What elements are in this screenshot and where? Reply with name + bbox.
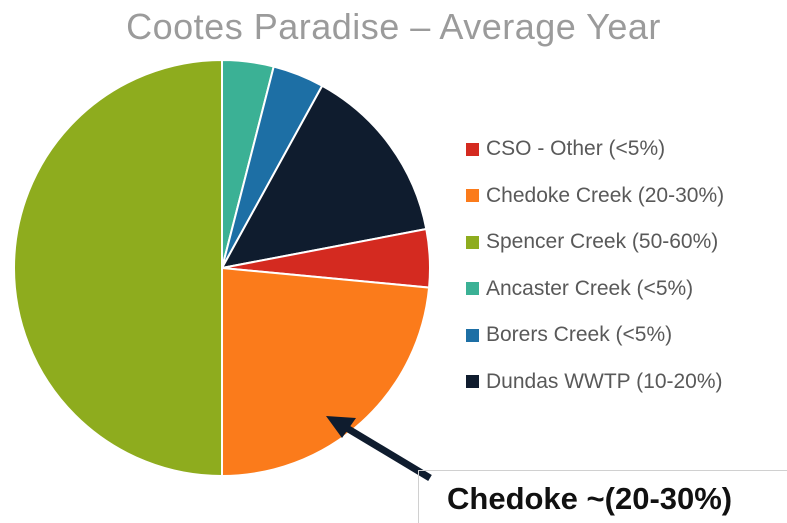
pie-slice-chedoke-creek [221, 266, 431, 478]
callout-label: Chedoke ~(20-30%) [447, 481, 733, 516]
legend-label: CSO - Other (<5%) [486, 137, 666, 161]
legend-item: Chedoke Creek (20-30%) [466, 173, 766, 220]
legend-swatch [466, 189, 479, 203]
legend: CSO - Other (<5%) Chedoke Creek (20-30%) S… [466, 126, 766, 405]
legend-item: Ancaster Creek (<5%) [466, 266, 766, 313]
legend-label: Dundas WWTP (10-20%) [486, 369, 723, 393]
callout-box: Chedoke ~(20-30%) [418, 470, 787, 523]
legend-label: Spencer Creek (50-60%) [486, 230, 719, 254]
pie-slice-spencer-creek [13, 58, 223, 478]
legend-swatch [466, 328, 479, 342]
legend-item: Dundas WWTP (10-20%) [466, 359, 766, 406]
legend-item: Borers Creek (<5%) [466, 312, 766, 359]
pie-slice-dundas-wwtp [220, 84, 428, 270]
legend-item: CSO - Other (<5%) [466, 126, 766, 173]
legend-swatch [466, 375, 479, 389]
legend-label: Ancaster Creek (<5%) [486, 276, 694, 300]
legend-swatch [466, 142, 479, 156]
legend-swatch [466, 235, 479, 249]
chart-title: Cootes Paradise – Average Year [126, 6, 661, 47]
legend-item: Spencer Creek (50-60%) [466, 219, 766, 266]
callout-arrow [326, 416, 432, 482]
legend-label: Borers Creek (<5%) [486, 323, 673, 347]
legend-label: Chedoke Creek (20-30%) [486, 183, 725, 207]
legend-swatch [466, 282, 479, 296]
